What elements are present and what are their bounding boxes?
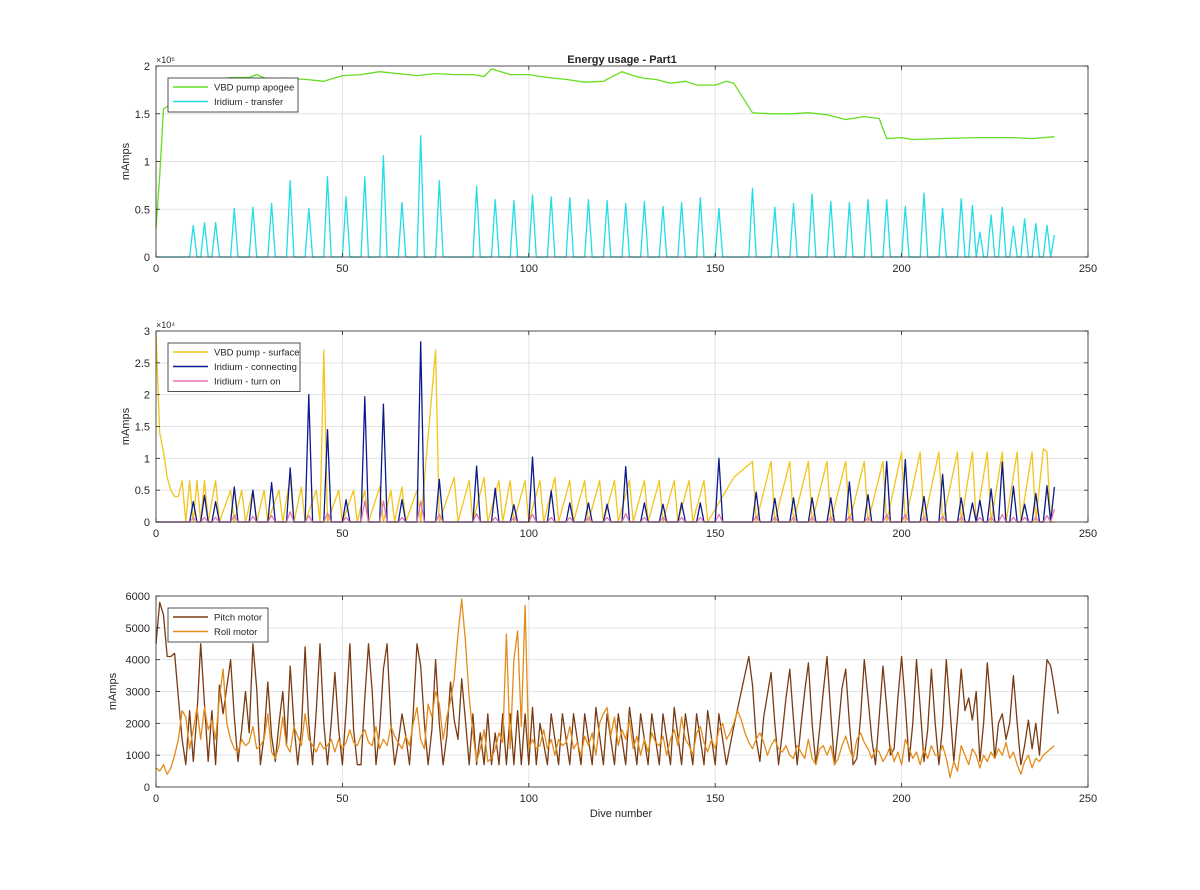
- x-tick-label: 200: [892, 263, 910, 275]
- x-tick-label: 150: [706, 528, 724, 540]
- y-tick-label: 4000: [126, 655, 150, 667]
- x-tick-label: 100: [520, 263, 538, 275]
- x-tick-label: 0: [153, 793, 159, 805]
- y-axis-label: mAmps: [107, 672, 119, 710]
- y-tick-label: 3000: [126, 687, 150, 699]
- legend-label: Iridium - transfer: [214, 97, 283, 108]
- x-tick-label: 0: [153, 528, 159, 540]
- subplot-vbd-surface-iridium-connecting: 0 50 100 150 200 250 0 0.5 1 1.5 2 2.5 3 ×10⁴ mAmps VBD…: [120, 320, 1097, 540]
- y-tick-label: 1: [144, 157, 150, 169]
- x-tick-label: 100: [520, 793, 538, 805]
- x-tick-label: 50: [336, 793, 348, 805]
- legend-label: Pitch motor: [214, 613, 262, 624]
- x-tick-label: 100: [520, 528, 538, 540]
- legend-label: Iridium - connecting: [214, 362, 297, 373]
- legend-label: Roll motor: [214, 627, 257, 638]
- x-tick-label: 250: [1079, 793, 1097, 805]
- y-tick-label: 5000: [126, 623, 150, 635]
- y-tick-label: 6000: [126, 591, 150, 603]
- y-axis-exponent: ×10⁴: [156, 320, 175, 330]
- y-tick-label: 1.5: [135, 422, 150, 434]
- subplot-pitch-roll-motor: 0 50 100 150 200 250 0 1000 2000 3000 4000 5000 6000…: [107, 591, 1097, 805]
- x-axis-label: Dive number: [590, 808, 653, 820]
- y-tick-label: 0.5: [135, 485, 150, 497]
- legend-box: [167, 77, 299, 113]
- legend-label: VBD pump apogee: [214, 83, 294, 94]
- series-line-pitch-motor: [155, 601, 1059, 766]
- y-tick-label: 2000: [126, 718, 150, 730]
- y-tick-label: 0: [144, 782, 150, 794]
- figure-title: Energy usage - Part1: [567, 54, 676, 66]
- y-tick-label: 1000: [126, 750, 150, 762]
- x-tick-label: 200: [892, 528, 910, 540]
- x-tick-label: 200: [892, 793, 910, 805]
- legend-box: [167, 607, 269, 643]
- x-tick-label: 250: [1079, 263, 1097, 275]
- legend-label: Iridium - turn on: [214, 377, 281, 388]
- y-tick-label: 0.5: [135, 204, 150, 216]
- series-line-vbd-pump-apogee: [155, 68, 1055, 229]
- x-tick-label: 50: [336, 528, 348, 540]
- x-tick-label: 150: [706, 793, 724, 805]
- x-tick-label: 0: [153, 263, 159, 275]
- x-tick-label: 150: [706, 263, 724, 275]
- y-axis-label: mAmps: [120, 407, 132, 445]
- y-tick-label: 1.5: [135, 109, 150, 121]
- x-tick-label: 50: [336, 263, 348, 275]
- y-tick-label: 0: [144, 252, 150, 264]
- y-tick-label: 0: [144, 517, 150, 529]
- y-tick-label: 2: [144, 390, 150, 402]
- series-line-roll-motor: [155, 598, 1055, 779]
- legend-label: VBD pump - surface: [214, 348, 300, 359]
- subplot-vbd-apogee-iridium-transfer: 0 50 100 150 200 250 0 0.5 1 1.5 2 ×10⁵ mAmps VBD pum…: [120, 55, 1097, 275]
- y-axis-label: mAmps: [120, 142, 132, 180]
- x-tick-label: 250: [1079, 528, 1097, 540]
- y-tick-label: 3: [144, 326, 150, 338]
- y-axis-exponent: ×10⁵: [156, 55, 175, 65]
- y-tick-label: 1: [144, 453, 150, 465]
- y-tick-label: 2: [144, 61, 150, 73]
- y-tick-label: 2.5: [135, 358, 150, 370]
